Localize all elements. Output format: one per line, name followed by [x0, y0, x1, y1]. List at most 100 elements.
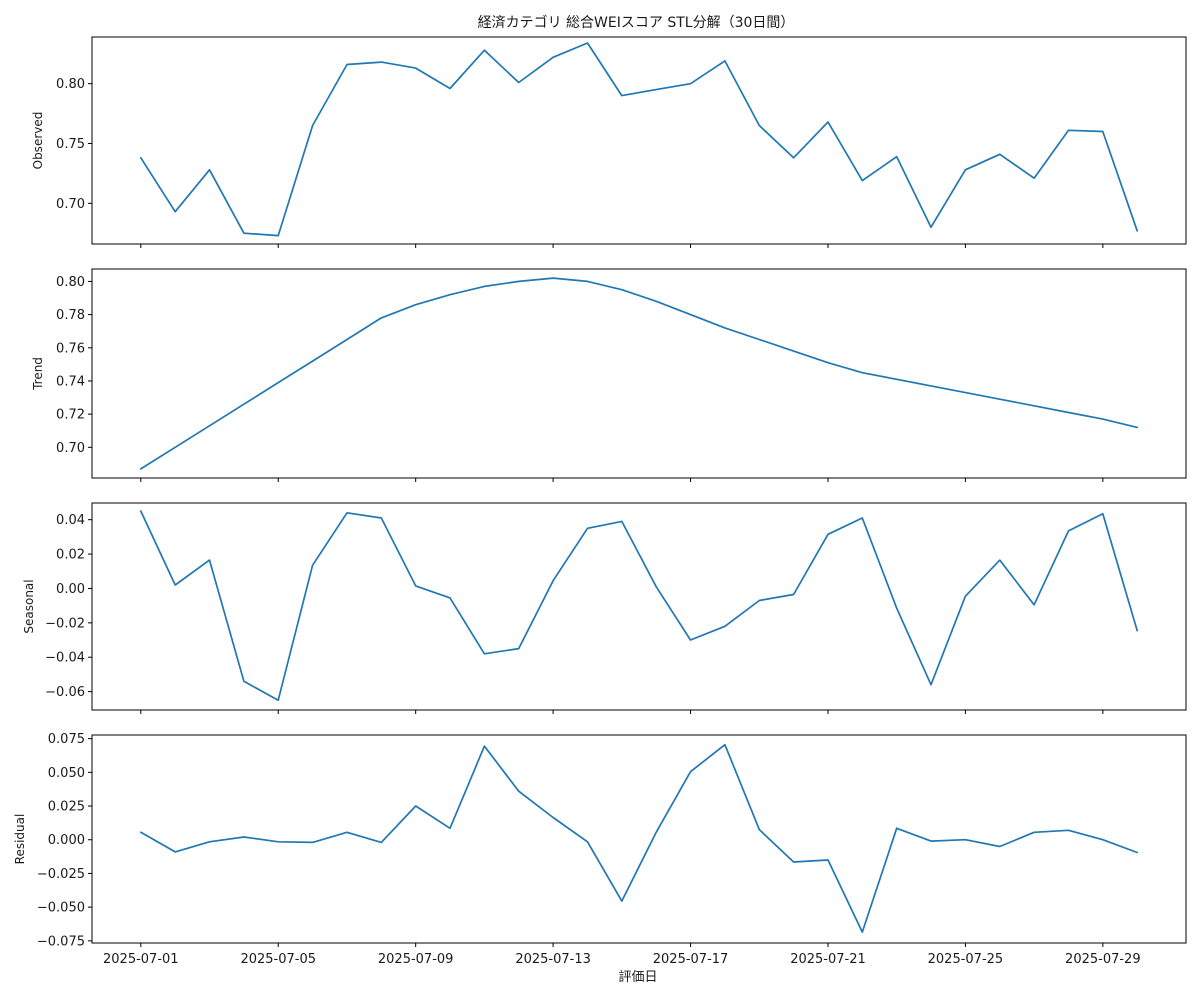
residual-data-point: [690, 771, 692, 773]
trend-data-point: [209, 425, 211, 427]
residual-data-point: [1136, 852, 1138, 854]
trend-data-point: [1067, 411, 1069, 413]
trend-y-tick-label: 0.70: [56, 441, 85, 456]
observed-axes-frame: [91, 36, 1187, 245]
trend-data-point: [827, 362, 829, 364]
chart-title: 経済カテゴリ 総合WEIスコア STL分解（30日間）: [478, 14, 795, 31]
observed-data-point: [724, 60, 726, 62]
trend-data-point: [415, 304, 417, 306]
residual-axes-frame: [91, 734, 1187, 944]
trend-data-point: [655, 300, 657, 302]
residual-data-point: [586, 841, 588, 843]
seasonal-data-point: [999, 559, 1001, 561]
trend-data-point: [964, 392, 966, 394]
observed-data-point: [552, 56, 554, 58]
observed-data-point: [140, 157, 142, 159]
seasonal-y-tick-label: −0.04: [45, 651, 85, 666]
residual-data-point: [312, 841, 314, 843]
observed-data-point: [586, 42, 588, 44]
observed-data-point: [690, 83, 692, 85]
trend-data-point: [277, 382, 279, 384]
seasonal-data-point: [896, 607, 898, 609]
residual-y-tick-label: 0.025: [48, 800, 85, 815]
residual-data-point: [277, 841, 279, 843]
observed-y-tick-label: 0.75: [56, 137, 85, 152]
seasonal-series-line: [139, 510, 1139, 702]
residual-data-point: [724, 744, 726, 746]
seasonal-data-point: [724, 625, 726, 627]
x-tick-label: 2025-07-25: [928, 952, 1004, 967]
trend-y-axis-label: Trend: [31, 357, 45, 391]
observed-data-point: [415, 67, 417, 69]
observed-data-point: [1067, 129, 1069, 131]
seasonal-data-point: [1136, 630, 1138, 632]
seasonal-y-tick-label: −0.06: [45, 685, 85, 700]
trend-y-tick-label: 0.78: [56, 308, 85, 323]
trend-data-point: [449, 294, 451, 296]
seasonal-data-point: [552, 580, 554, 582]
residual-data-point: [449, 827, 451, 829]
seasonal-y-tick-label: 0.04: [56, 513, 85, 528]
seasonal-data-point: [243, 680, 245, 682]
trend-data-point: [621, 289, 623, 291]
panel-seasonal: 0.04 0.02 0.00 −0.02 −0.04 −0.06 Seasonal: [22, 502, 1187, 714]
observed-data-point: [827, 121, 829, 123]
trend-data-point: [930, 385, 932, 387]
observed-data-point: [449, 87, 451, 89]
seasonal-data-point: [346, 512, 348, 514]
residual-data-point: [1102, 839, 1104, 841]
seasonal-data-point: [827, 533, 829, 535]
observed-data-point: [174, 211, 176, 213]
seasonal-y-tick-label: −0.02: [45, 616, 85, 631]
trend-data-point: [380, 317, 382, 319]
trend-data-point: [896, 378, 898, 380]
seasonal-data-point: [655, 586, 657, 588]
seasonal-data-point: [518, 648, 520, 650]
trend-data-point: [174, 446, 176, 448]
observed-data-point: [277, 235, 279, 237]
trend-data-point: [518, 280, 520, 282]
trend-data-point: [586, 280, 588, 282]
residual-data-point: [827, 859, 829, 861]
residual-data-point: [1067, 829, 1069, 831]
trend-y-tick-label: 0.80: [56, 275, 85, 290]
residual-y-tick-label: 0.075: [48, 732, 85, 747]
observed-data-point: [793, 157, 795, 159]
panel-trend: 0.70 0.72 0.74 0.76 0.78 0.80 Trend: [31, 268, 1187, 482]
trend-y-tick-label: 0.74: [56, 374, 85, 389]
trend-data-point: [346, 338, 348, 340]
observed-series-line: [139, 42, 1139, 237]
trend-data-point: [690, 314, 692, 316]
residual-data-point: [861, 931, 863, 933]
observed-data-point: [380, 61, 382, 63]
seasonal-data-point: [140, 510, 142, 512]
residual-data-point: [346, 831, 348, 833]
seasonal-data-point: [758, 599, 760, 601]
seasonal-data-point: [174, 584, 176, 586]
seasonal-data-point: [449, 597, 451, 599]
x-tick-label: 2025-07-09: [378, 952, 454, 967]
residual-data-point: [380, 841, 382, 843]
residual-data-point: [793, 861, 795, 863]
observed-data-point: [1102, 131, 1104, 133]
trend-data-point: [793, 350, 795, 352]
residual-data-point: [930, 840, 932, 842]
seasonal-data-point: [793, 593, 795, 595]
trend-data-point: [861, 372, 863, 374]
residual-y-tick-label: −0.050: [37, 901, 85, 916]
seasonal-data-point: [690, 639, 692, 641]
trend-data-point: [724, 327, 726, 329]
seasonal-y-axis-label: Seasonal: [22, 579, 36, 633]
residual-data-point: [209, 841, 211, 843]
seasonal-y-tick-label: 0.00: [56, 582, 85, 597]
residual-data-point: [621, 900, 623, 902]
residual-series-line: [139, 743, 1139, 933]
seasonal-data-point: [586, 527, 588, 529]
observed-data-point: [758, 125, 760, 127]
trend-data-point: [999, 398, 1001, 400]
observed-data-point: [655, 89, 657, 91]
trend-axes-frame: [91, 268, 1187, 479]
residual-y-tick-label: −0.025: [37, 867, 85, 882]
x-tick-label: 2025-07-17: [653, 952, 729, 967]
